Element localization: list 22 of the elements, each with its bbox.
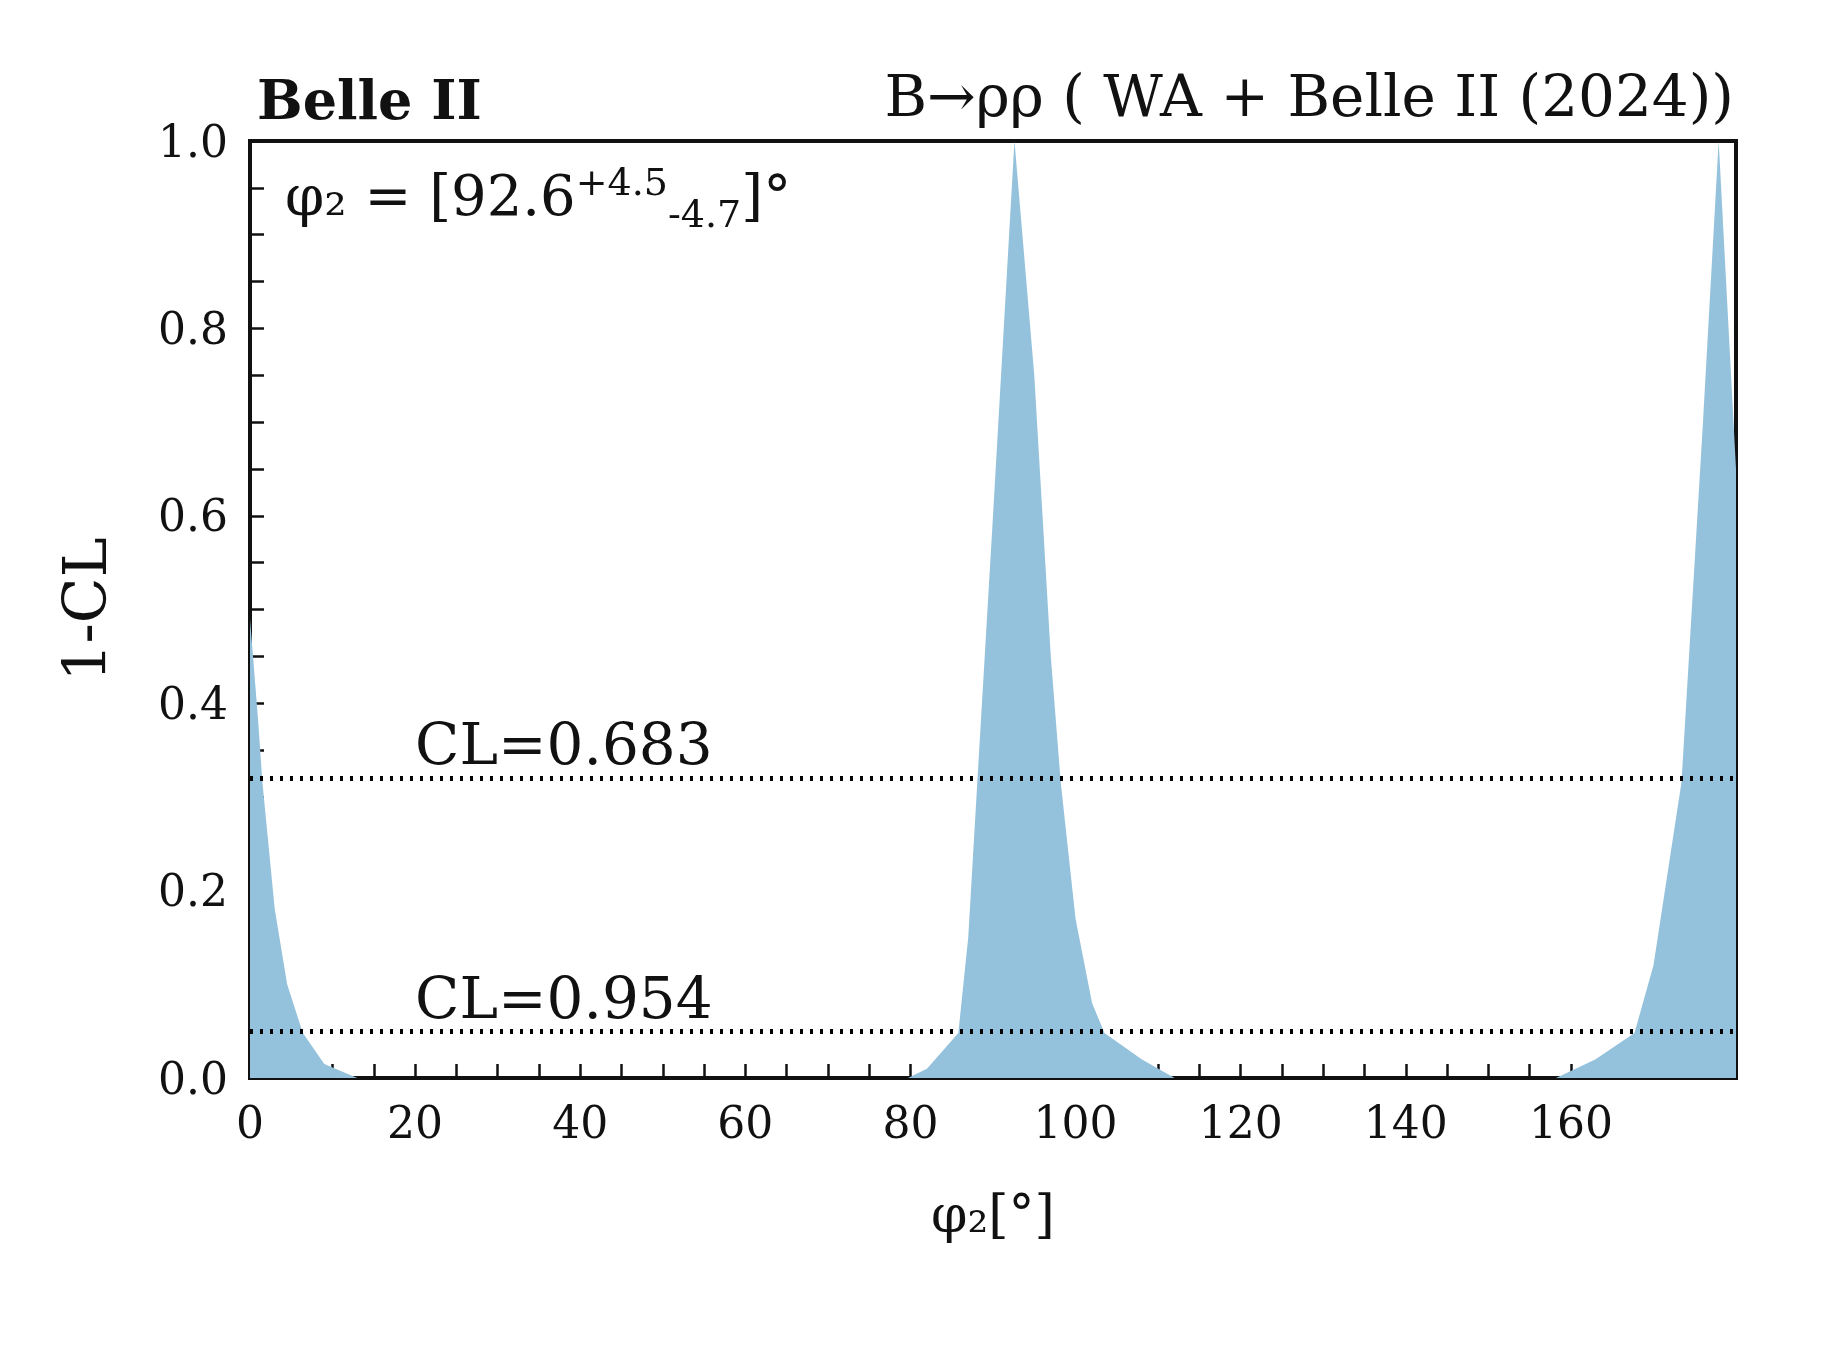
x-tick-label: 160: [1528, 1096, 1613, 1148]
x-tick-label: 60: [717, 1096, 774, 1148]
annotation: φ₂ = [92.6$^{+4.5}$$_{-4.7}$]°: [285, 160, 792, 236]
x-tick-label: 140: [1363, 1096, 1448, 1148]
y-tick-label: 0.0: [158, 1052, 228, 1104]
y-tick-label: 1.0: [158, 115, 228, 167]
chart-subtitle: B→ρρ ( WA + Belle II (2024)): [884, 62, 1735, 130]
y-tick-label: 0.8: [158, 302, 228, 354]
y-tick-label: 0.2: [158, 865, 228, 917]
x-tick-label: 40: [552, 1096, 609, 1148]
chart-title: Belle II: [257, 68, 482, 132]
annotation: CL=0.954: [415, 963, 713, 1032]
x-tick-label: 20: [387, 1096, 444, 1148]
annotation: CL=0.683: [415, 709, 713, 778]
y-tick-label: 0.6: [158, 490, 228, 542]
y-tick-label: 0.4: [158, 677, 228, 729]
x-tick-label: 80: [882, 1096, 939, 1148]
x-axis-title: φ₂[°]: [931, 1184, 1055, 1244]
x-tick-label: 100: [1033, 1096, 1118, 1148]
x-tick-label: 0: [236, 1096, 264, 1148]
y-axis-title: 1-CL: [50, 537, 120, 682]
x-tick-label: 120: [1198, 1096, 1283, 1148]
